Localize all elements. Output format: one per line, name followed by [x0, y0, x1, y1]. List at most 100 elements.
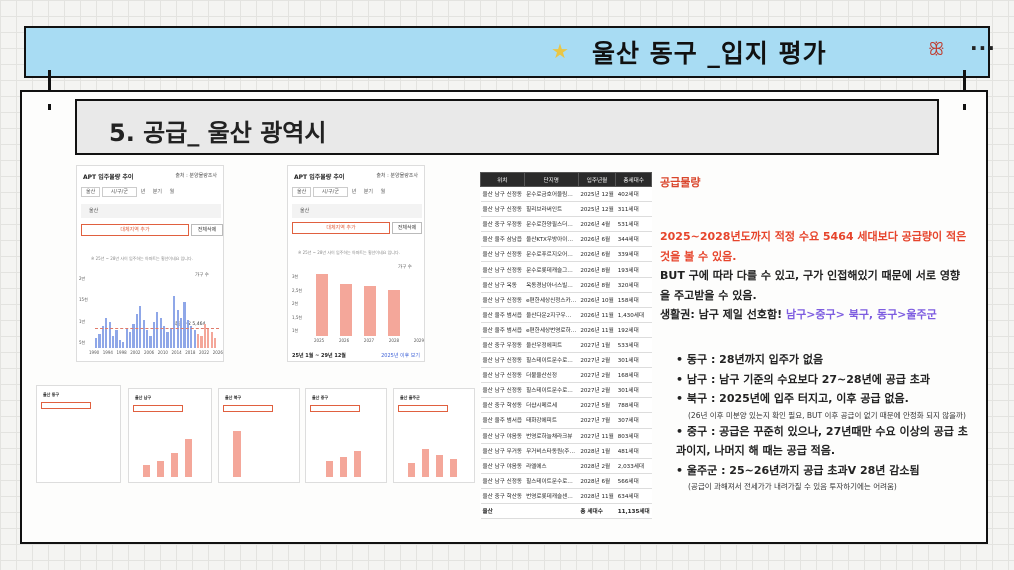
- x-tick: 2002: [130, 350, 141, 355]
- period-year[interactable]: 년: [140, 189, 146, 195]
- bullet-ulju-gun: • 울주군 : 25~26년까지 공급 초과V 28년 감소됨: [676, 463, 920, 477]
- x-tick: 2025: [314, 338, 325, 343]
- left-xaxis: 1990 1994 1998 2002 2006 2010 2014 2018 …: [89, 350, 223, 355]
- chart-title: APT 입주물량 추이: [294, 174, 345, 181]
- table-cell: 2027년 11월: [578, 428, 616, 444]
- col-location[interactable]: 위치: [480, 172, 525, 187]
- table-row[interactable]: 울산 중구 학성동 더샵시메르세 2027년 5월 788세대: [480, 397, 652, 414]
- table-row[interactable]: 울산 남구 신정동 더불율산신정 2027년 2월 168세대: [480, 367, 652, 384]
- col-households[interactable]: 총세대수: [615, 172, 653, 187]
- district-select[interactable]: 시/구/군: [312, 187, 348, 197]
- table-row[interactable]: 울산 중구 우정동 문수로한양필스더… 2026년 4월 531세대: [480, 216, 652, 233]
- table-row[interactable]: 울산 남구 무거동 무거비스타동원(주… 2028년 1월 481세대: [480, 443, 652, 459]
- table-cell: 2027년 2월: [578, 367, 616, 384]
- history-bar: [214, 338, 217, 348]
- add-region-button[interactable]: 대체지역 추가: [81, 224, 189, 236]
- thumb-bar: [450, 459, 457, 477]
- col-move-in[interactable]: 입주년월: [577, 172, 617, 187]
- table-cell: 힐스테이트문수로…: [524, 382, 579, 399]
- thumb-title: 울산 중구: [312, 395, 329, 400]
- table-row[interactable]: 울산 남구 신정동 문수로롯데캐슬그… 2026년 8월 193세대: [480, 261, 652, 278]
- table-cell: 더불율산신정: [524, 367, 579, 384]
- more-icon[interactable]: ···: [970, 36, 996, 60]
- history-bar: [142, 320, 145, 348]
- history-bar: [180, 318, 183, 348]
- x-tick: 2010: [157, 350, 168, 355]
- add-region-button[interactable]: 대체지역 추가: [292, 222, 390, 234]
- y-tick: 1만: [79, 318, 86, 324]
- clear-all-button[interactable]: 전체삭제: [191, 224, 223, 236]
- x-tick: 2018: [185, 350, 196, 355]
- chart-legend: 가구 수: [398, 265, 412, 270]
- history-bar: [210, 332, 213, 348]
- history-bar: [159, 318, 162, 348]
- thumb-title: 울산 동구: [43, 392, 60, 397]
- table-row[interactable]: 울산 울주 범서읍 울산다운2지구우… 2026년 11월 1,430세대: [480, 307, 652, 323]
- table-row[interactable]: 울산 울주 범서읍 태화강에피트 2027년 7월 307세대: [480, 412, 652, 429]
- table-row[interactable]: 울산 남구 신정동 힐리브라써인트 2025년 12월 311세대: [480, 201, 652, 218]
- district-select[interactable]: 시/구/군: [101, 187, 137, 197]
- thumb-bar: [326, 461, 333, 477]
- thumb-add-button[interactable]: [223, 405, 273, 412]
- history-bar: [203, 324, 206, 348]
- table-cell: 2027년 2월: [578, 382, 616, 399]
- swirl-icon: ꕥ: [928, 39, 945, 60]
- table-row[interactable]: 울산 남구 야음동 라엘에스 2028년 2월 2,033세대: [480, 458, 652, 474]
- history-bar: [125, 328, 128, 348]
- table-cell: 2026년 6월: [578, 231, 616, 248]
- table-row[interactable]: 울산 남구 신정동 문수로금호어울림… 2025년 12월 402세대: [480, 186, 652, 203]
- history-bar: [169, 328, 172, 348]
- col-complex[interactable]: 단지명: [523, 172, 579, 187]
- thumb-add-button[interactable]: [398, 405, 448, 412]
- table-cell: 531세대: [615, 216, 652, 233]
- table-cell: 2028년 6월: [578, 473, 616, 489]
- period-month[interactable]: 월: [380, 189, 386, 195]
- since-2025-link[interactable]: 2025년 이후 보기: [381, 353, 420, 359]
- table-cell: 울산 남구 신정동: [480, 201, 525, 218]
- thumb-add-button[interactable]: [133, 405, 183, 412]
- thumb-title: 울산 울주군: [400, 395, 420, 400]
- table-row[interactable]: 울산 남구 신정동 힐스테이트문수로… 2027년 2월 301세대: [480, 352, 652, 369]
- table-cell: 울산KTX우방아이…: [524, 231, 579, 248]
- bullet-text: 울주군 : 25~26년까지 공급 초과V 28년 감소됨: [686, 463, 920, 477]
- table-row[interactable]: 울산 남구 신정동 힐스테이트문수로… 2028년 6월 566세대: [480, 473, 652, 489]
- period-quarter[interactable]: 분기: [363, 189, 373, 195]
- period-quarter[interactable]: 분기: [152, 189, 162, 195]
- region-select[interactable]: 울산: [81, 187, 101, 197]
- total-cell: [524, 502, 579, 520]
- thumb-title: 울산 북구: [225, 395, 242, 400]
- bar-2028: [388, 290, 400, 336]
- thumb-add-button[interactable]: [41, 402, 91, 409]
- history-bar: [105, 318, 108, 348]
- x-tick: 2027: [363, 338, 375, 343]
- table-row[interactable]: 울산 울주 삼남읍 울산KTX우방아이… 2026년 6월 344세대: [480, 231, 652, 248]
- bullet-text: 남구 : 남구 기준의 수요보다 27~28년에 공급 초과: [686, 372, 930, 386]
- period-month[interactable]: 월: [169, 189, 175, 195]
- table-row[interactable]: 울산 남구 신정동 e편한세상신정스카… 2026년 10월 158세대: [480, 292, 652, 308]
- table-row[interactable]: 울산 중구 학산동 번영로롯데캐슬센… 2028년 11월 634세대: [480, 488, 652, 504]
- table-row[interactable]: 울산 남구 야음동 번영로하늘채라크뷰 2027년 11월 803세대: [480, 428, 652, 444]
- clear-all-button[interactable]: 전체삭제: [392, 222, 422, 234]
- table-row[interactable]: 울산 울주 범서읍 e편한세상번영로하… 2026년 11월 192세대: [480, 322, 652, 338]
- thumb-bar: [143, 465, 150, 477]
- period-year[interactable]: 년: [351, 189, 357, 195]
- thumb-buk-gu: 울산 북구: [218, 388, 300, 483]
- history-bar: [200, 336, 203, 348]
- bullet-ulju-gun-sub: (공급이 과해져서 전세가가 내려가질 수 있음 투자하기에는 어려움): [688, 482, 897, 491]
- table-row[interactable]: 울산 중구 우정동 울산우정에피트 2027년 1월 533세대: [480, 337, 652, 354]
- table-row[interactable]: 울산 남구 신정동 힐스테이트문수로… 2027년 2월 301세대: [480, 382, 652, 399]
- right-chart-screenshot: APT 입주물량 추이 출처 : 분양물량조사 울산 시/구/군 년 분기 월 …: [287, 165, 425, 362]
- bullet-dong-gu: • 동구 : 28년까지 입주가 없음: [676, 353, 824, 366]
- history-bar: [115, 330, 118, 348]
- table-row[interactable]: 울산 남구 옥동 옥동경남아너스빌… 2026년 8월 320세대: [480, 277, 652, 293]
- y-tick: 2,5천: [292, 287, 303, 293]
- thumb-add-button[interactable]: [310, 405, 360, 412]
- bullet-text: 중구 : 공급은 꾸준히 있으나, 27년때만 수요 이상의 공급 초과이지, …: [676, 424, 968, 458]
- history-bar: [95, 338, 98, 348]
- table-cell: 2028년 2월: [578, 458, 616, 474]
- table-row[interactable]: 울산 남구 신정동 문수로푸르지오어… 2026년 6월 339세대: [480, 246, 652, 263]
- bullet-buk-gu-sub: (26년 이후 미분양 있는지 확인 필요, BUT 이후 공급이 없기 때문에…: [688, 410, 966, 420]
- table-cell: 2027년 7월: [578, 412, 616, 429]
- region-select[interactable]: 울산: [292, 187, 312, 197]
- thumb-bar: [157, 461, 164, 477]
